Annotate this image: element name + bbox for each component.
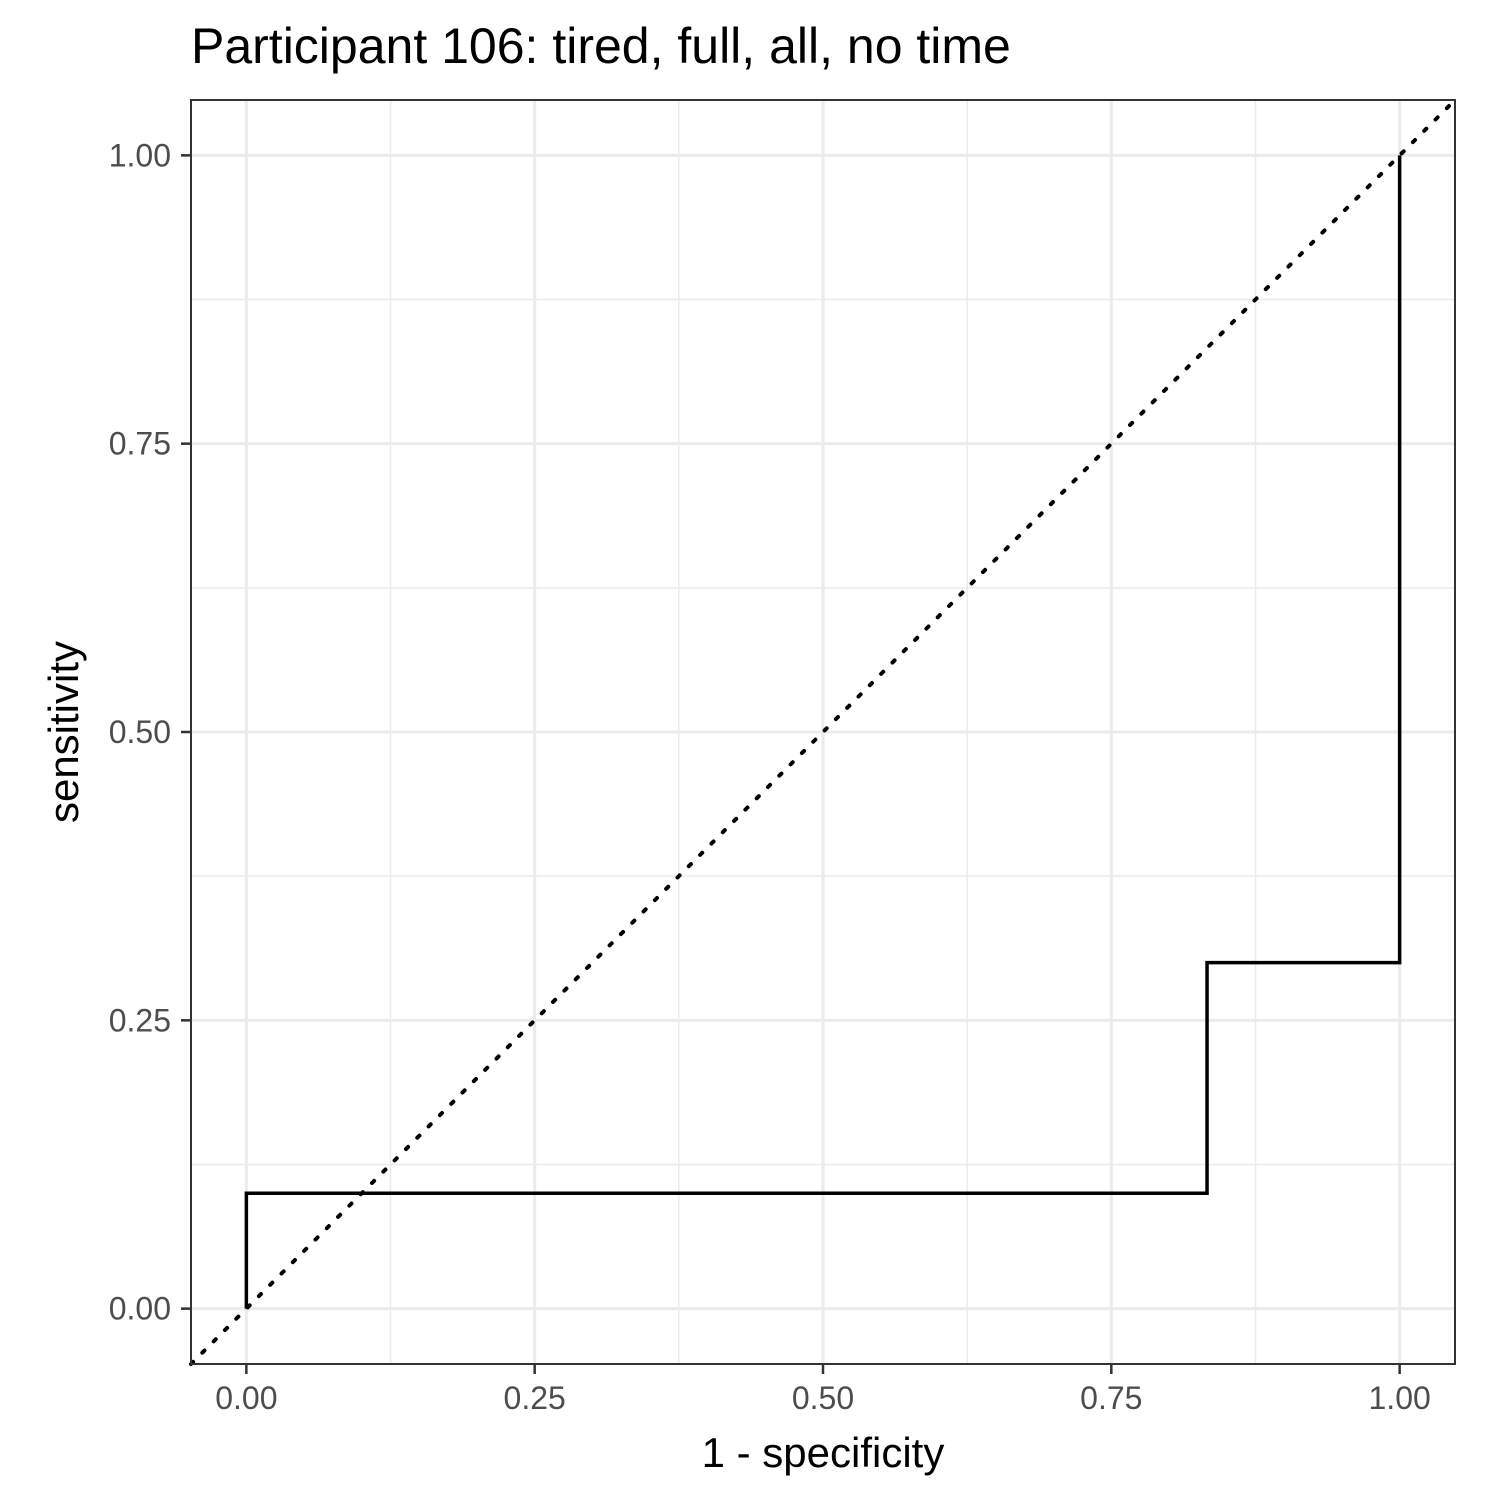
x-tick-label: 1.00: [1369, 1380, 1431, 1416]
y-tick-label: 1.00: [109, 137, 171, 173]
y-tick-label: 0.00: [109, 1291, 171, 1327]
y-axis-title: sensitivity: [40, 641, 87, 823]
x-tick-label: 0.50: [792, 1380, 854, 1416]
y-tick-label: 0.75: [109, 426, 171, 462]
y-tick-label: 0.50: [109, 714, 171, 750]
x-tick-label: 0.00: [215, 1380, 277, 1416]
reference-diagonal-line: [189, 98, 1457, 1366]
x-axis: 0.00 0.25 0.50 0.75 1.00: [215, 1364, 1431, 1416]
x-tick-label: 0.75: [1080, 1380, 1142, 1416]
major-gridlines: [191, 100, 1455, 1364]
y-tick-label: 0.25: [109, 1002, 171, 1038]
y-axis: 0.00 0.25 0.50 0.75 1.00: [109, 137, 191, 1327]
series-layer: [189, 98, 1457, 1366]
chart-title: Participant 106: tired, full, all, no ti…: [191, 18, 1011, 74]
x-axis-title: 1 - specificity: [702, 1429, 945, 1476]
roc-curve-line: [244, 155, 1402, 1309]
x-tick-label: 0.25: [504, 1380, 566, 1416]
